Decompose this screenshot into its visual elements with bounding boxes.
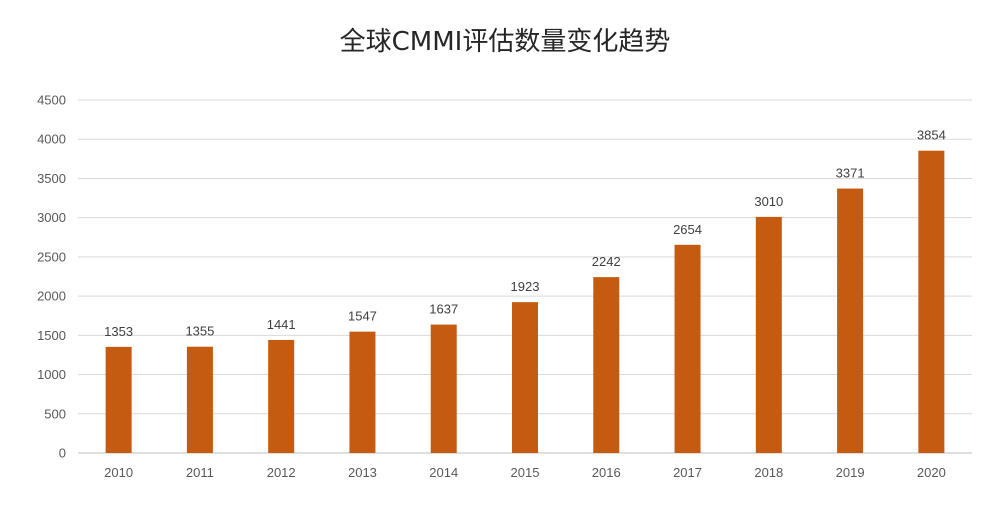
y-tick-label: 1000 — [37, 367, 66, 382]
bar-2015 — [512, 302, 538, 453]
y-tick-label: 3500 — [37, 171, 66, 186]
bar-2010 — [105, 346, 132, 453]
y-tick-label: 0 — [59, 446, 66, 461]
y-tick-label: 1500 — [37, 328, 66, 343]
chart-title: 全球CMMI评估数量变化趋势 — [340, 27, 671, 57]
x-tick-label-2011: 2011 — [186, 465, 214, 480]
bar-2014 — [430, 324, 457, 453]
bar-2020 — [918, 150, 945, 453]
data-label-2020: 3854 — [917, 128, 946, 143]
x-tick-label-2016: 2016 — [592, 465, 621, 480]
y-tick-label: 500 — [44, 406, 66, 421]
x-tick-label-2013: 2013 — [348, 465, 377, 480]
x-tick-label-2014: 2014 — [429, 465, 458, 480]
gridlines — [78, 99, 972, 454]
x-axis-tick-labels: 2010 2011 2012 2013 2014 2015 2016 2017 2018 2019… — [104, 465, 946, 480]
y-axis-tick-labels: 0 500 1000 1500 2000 2500 3000 3500 4000 4500 — [37, 93, 66, 461]
bar-2019 — [837, 188, 864, 453]
bar-2011 — [186, 346, 213, 453]
bars — [105, 150, 945, 453]
data-label-2012: 1441 — [267, 317, 296, 332]
y-tick-label: 4500 — [37, 93, 66, 108]
data-label-2014: 1637 — [429, 302, 458, 317]
bar-2012 — [268, 339, 295, 453]
x-tick-label-2015: 2015 — [511, 465, 540, 480]
data-labels: 1353 1355 1441 1547 1637 1923 2242 2654 3010 3371… — [104, 128, 946, 339]
x-tick-label-2019: 2019 — [836, 465, 865, 480]
y-tick-label: 2500 — [37, 249, 66, 264]
data-label-2013: 1547 — [348, 309, 377, 324]
bar-2016 — [593, 277, 620, 453]
y-tick-label: 3000 — [37, 210, 66, 225]
data-label-2011: 1355 — [185, 324, 214, 339]
y-tick-label: 2000 — [37, 289, 66, 304]
bar-2018 — [755, 216, 782, 453]
y-tick-label: 4000 — [37, 132, 66, 147]
data-label-2018: 3010 — [754, 194, 783, 209]
data-label-2016: 2242 — [592, 254, 621, 269]
x-tick-label-2017: 2017 — [673, 465, 702, 480]
data-label-2010: 1353 — [104, 324, 133, 339]
data-label-2019: 3371 — [836, 166, 865, 181]
data-label-2017: 2654 — [673, 222, 702, 237]
x-tick-label-2020: 2020 — [917, 465, 946, 480]
bar-2013 — [349, 331, 376, 453]
x-tick-label-2018: 2018 — [754, 465, 783, 480]
data-label-2015: 1923 — [511, 279, 540, 294]
x-tick-label-2012: 2012 — [267, 465, 296, 480]
bar-2017 — [674, 244, 701, 453]
x-tick-label-2010: 2010 — [104, 465, 133, 480]
